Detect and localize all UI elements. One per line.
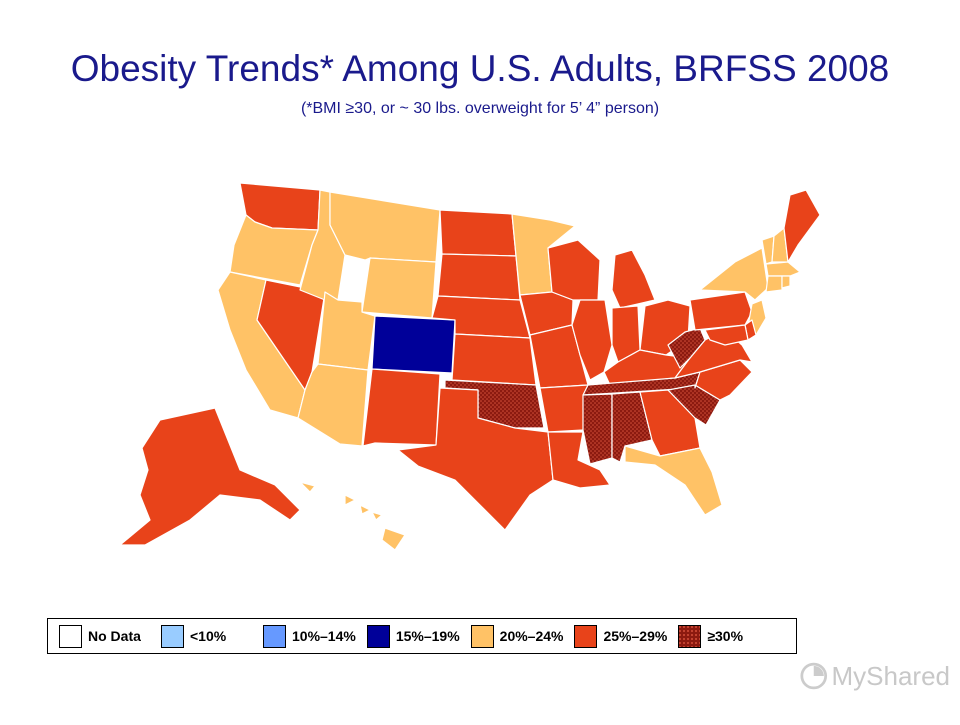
myshared-logo-icon — [800, 662, 828, 690]
legend-item: 10%–14% — [252, 619, 356, 653]
legend-item: 20%–24% — [460, 619, 564, 653]
legend-item: <10% — [150, 619, 252, 653]
state-ak — [119, 407, 301, 546]
legend-item: ≥30% — [667, 619, 769, 653]
state-ks — [451, 333, 537, 386]
legend-swatch — [161, 624, 184, 648]
state-wi — [547, 239, 601, 301]
legend-label: 20%–24% — [499, 628, 564, 644]
legend-label: ≥30% — [707, 628, 744, 644]
state-mi — [611, 249, 656, 309]
page-subtitle: (*BMI ≥30, or ~ 30 lbs. overweight for 5… — [300, 100, 660, 117]
state-wv — [667, 327, 706, 369]
state-ms — [582, 393, 613, 465]
legend-label: No Data — [88, 628, 141, 644]
state-sd — [437, 253, 521, 301]
state-me — [783, 189, 821, 263]
watermark-text: MyShared — [831, 660, 951, 691]
state-sc — [667, 384, 721, 426]
legend-label: 15%–19% — [395, 628, 460, 644]
legend-item: No Data — [48, 619, 150, 653]
watermark: MyShared — [800, 656, 950, 696]
legend-swatch — [470, 624, 494, 648]
legend-item: 15%–19% — [356, 619, 460, 653]
state-co — [371, 315, 456, 374]
state-ma — [765, 261, 801, 277]
legend-swatch — [263, 624, 286, 648]
state-mo — [529, 324, 589, 389]
state-ar — [539, 384, 589, 433]
legend-label: 10%–14% — [292, 628, 356, 644]
legend-label: <10% — [190, 628, 227, 644]
page-title: Obesity Trends* Among U.S. Adults, BRFSS… — [70, 48, 890, 89]
legend-item: 25%–29% — [563, 619, 667, 653]
state-pa — [689, 291, 753, 331]
state-mt — [329, 191, 441, 263]
state-ri — [781, 275, 791, 289]
state-ct — [765, 275, 783, 293]
legend-swatch — [59, 624, 82, 648]
state-la — [547, 431, 611, 489]
state-wy — [361, 257, 437, 319]
state-md — [704, 324, 749, 346]
state-ia — [519, 291, 574, 336]
state-hi — [299, 481, 406, 551]
legend-label: 25%–29% — [603, 628, 668, 644]
state-nd — [439, 209, 517, 257]
legend-swatch — [366, 624, 390, 648]
legend-swatch — [574, 624, 598, 648]
state-ny — [699, 247, 769, 301]
state-tx — [397, 387, 554, 531]
map-legend: No Data <10% 10%–14% 15%–19% 20%–24% 25%–29% ≥… — [47, 618, 797, 654]
state-nc — [694, 359, 753, 401]
state-fl — [624, 445, 723, 516]
state-az — [297, 363, 369, 447]
state-il — [571, 299, 613, 381]
state-nm — [362, 368, 441, 447]
legend-swatch — [678, 624, 702, 648]
